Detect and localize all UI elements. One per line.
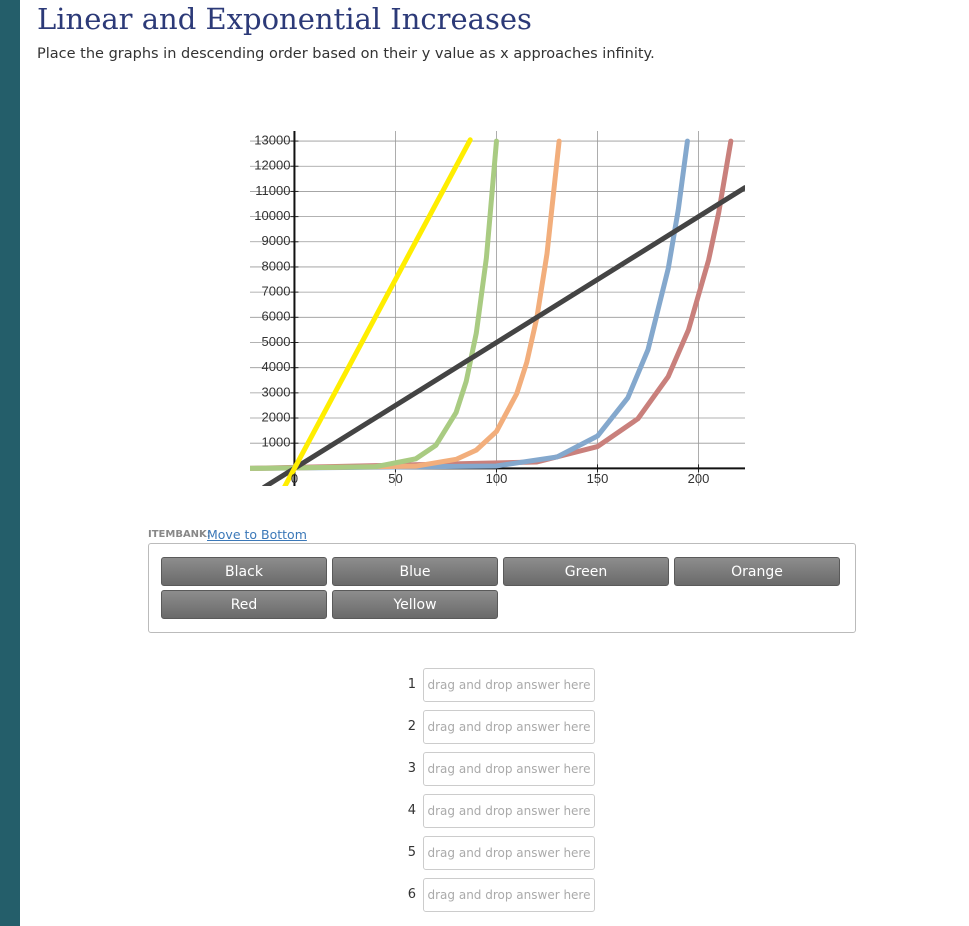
answer-number: 2 [407, 719, 416, 734]
itembank-label: ITEMBANK: [148, 529, 211, 540]
drop-zone[interactable]: drag and drop answer here [423, 836, 595, 870]
y-tick-label: 1000 [262, 435, 291, 450]
x-tick-label: 50 [388, 471, 402, 486]
title: Linear and Exponential Increases [37, 2, 532, 36]
y-tick-label: 9000 [262, 233, 291, 248]
y-tick-label: 7000 [262, 284, 291, 299]
move-to-bottom-link[interactable]: Move to Bottom [207, 527, 307, 542]
x-tick-label: 200 [688, 471, 710, 486]
y-tick-label: 5000 [262, 334, 291, 349]
y-tick-label: 3000 [262, 384, 291, 399]
y-tick-label: 13000 [254, 133, 290, 148]
item-button[interactable]: Green [503, 557, 669, 586]
item-button[interactable]: Black [161, 557, 327, 586]
item-button[interactable]: Red [161, 590, 327, 619]
itembank [148, 543, 856, 633]
drop-zone[interactable]: drag and drop answer here [423, 878, 595, 912]
y-tick-label: 11000 [255, 183, 290, 198]
x-tick-label: 0 [291, 471, 298, 486]
series-line [250, 138, 499, 471]
y-tick-label: 6000 [262, 309, 291, 324]
chart: 1000200030004000500060007000800090001000… [250, 131, 745, 486]
y-tick-label: 2000 [262, 409, 291, 424]
lines [250, 137, 745, 486]
item-button[interactable]: Blue [332, 557, 498, 586]
drop-zone[interactable]: drag and drop answer here [423, 710, 595, 744]
x-tick-label: 150 [587, 471, 609, 486]
sidebar [0, 0, 20, 926]
drop-zone[interactable]: drag and drop answer here [423, 794, 595, 828]
answer-number: 6 [407, 887, 416, 902]
x-tick-label: 100 [486, 471, 508, 486]
drop-zone[interactable]: drag and drop answer here [423, 752, 595, 786]
answer-number: 5 [407, 845, 416, 860]
item-button[interactable]: Yellow [332, 590, 498, 619]
answer-number: 3 [407, 761, 416, 776]
y-tick-label: 12000 [254, 158, 290, 173]
series-line [250, 138, 562, 471]
series-line [261, 185, 745, 486]
labels: 1000200030004000500060007000800090001000… [254, 133, 709, 486]
y-tick-label: 4000 [262, 359, 291, 374]
item-button[interactable]: Orange [674, 557, 840, 586]
answer-number: 4 [407, 803, 416, 818]
series-line [282, 137, 473, 486]
y-tick-label: 10000 [254, 208, 290, 223]
instructions: Place the graphs in descending order bas… [37, 46, 655, 62]
drop-zone[interactable]: drag and drop answer here [423, 668, 595, 702]
answer-number: 1 [407, 677, 416, 692]
y-tick-label: 8000 [262, 258, 291, 273]
